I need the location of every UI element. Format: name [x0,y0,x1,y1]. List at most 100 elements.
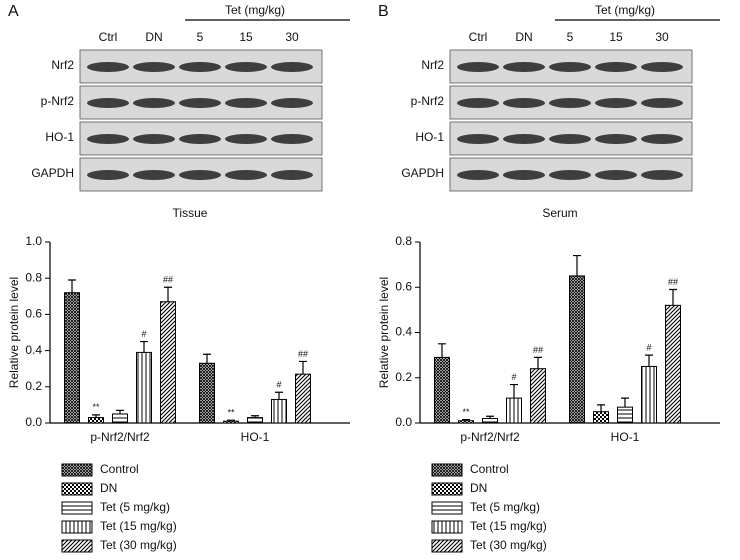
bar [223,420,239,424]
bar [593,411,609,424]
lane-label: Ctrl [469,30,488,44]
lane-label: 15 [609,30,623,44]
treatment-label: Tet (mg/kg) [225,3,285,17]
significance: ** [462,407,470,417]
y-tick-label: 0.4 [395,325,412,339]
error-bar [275,391,283,400]
error-bar [510,383,518,399]
blot-band [225,98,267,108]
bar [434,356,450,424]
blot-band [503,62,545,72]
significance: ## [163,275,173,285]
error-bar [573,254,581,276]
blot-band [271,62,313,72]
significance: ** [227,408,235,418]
blot-band [225,62,267,72]
significance: # [511,372,516,382]
legend-label: Control [470,462,509,476]
legend-swatch [61,539,93,553]
significance: # [646,343,651,353]
y-tick-label: 0.6 [25,307,42,321]
error-bar [645,354,653,367]
legend-swatch [61,501,93,515]
significance: ** [92,402,100,412]
lane-label: 30 [655,30,669,44]
bar [112,413,128,424]
blot-band [87,170,129,180]
legend-swatch [431,463,463,477]
significance: # [141,329,146,339]
error-bar [669,288,677,306]
y-axis-label: Relative protein level [377,277,391,388]
bar [617,406,633,424]
legend-label: Tet (30 mg/kg) [470,538,547,552]
error-bar [438,343,446,358]
legend-label: Tet (5 mg/kg) [470,500,540,514]
blot-band [87,134,129,144]
bar [295,373,311,424]
significance: # [276,380,281,390]
row-label: GAPDH [401,166,444,180]
blot-band [549,62,591,72]
blot-band [179,170,221,180]
error-bar [597,404,605,412]
bar [665,304,681,424]
legend-swatch [431,501,463,515]
blot-band [179,134,221,144]
row-label: p-Nrf2 [411,94,445,108]
error-bar [116,409,124,414]
bar [271,398,287,424]
row-label: HO-1 [45,130,74,144]
lane-label: 5 [197,30,204,44]
bar [160,301,176,424]
error-bar [203,353,211,364]
legend-swatch [61,520,93,534]
error-bar [227,419,235,422]
row-label: Nrf2 [51,58,74,72]
y-tick-label: 0.8 [395,234,412,248]
bar [482,417,498,424]
error-bar [164,286,172,302]
treatment-label: Tet (mg/kg) [595,3,655,17]
blot-band [87,62,129,72]
blot-band [595,134,637,144]
error-bar [299,360,307,375]
y-tick-label: 0.4 [25,343,42,357]
legend-swatch [61,482,93,496]
blot-band [641,62,683,72]
blot-caption: Tissue [173,206,208,220]
y-tick-label: 0.0 [25,415,42,429]
bar [569,275,585,424]
blot-band [271,134,313,144]
y-axis-label: Relative protein level [7,277,21,388]
bar [88,417,104,424]
error-bar [534,356,542,369]
blot-band [225,170,267,180]
legend-label: Control [100,462,139,476]
y-tick-label: 0.0 [395,415,412,429]
row-label: GAPDH [31,166,74,180]
x-tick-label: HO-1 [241,430,270,444]
y-tick-label: 0.8 [25,270,42,284]
blot-band [133,170,175,180]
bar [247,417,263,424]
blot-band [133,98,175,108]
error-bar [462,419,470,421]
error-bar [486,415,494,419]
row-label: HO-1 [415,130,444,144]
bar [136,351,152,424]
blot-band [133,134,175,144]
blot-band [179,62,221,72]
bar [641,365,657,424]
legend-label: DN [100,481,117,495]
blot-band [595,170,637,180]
bar [506,397,522,424]
blot-band [271,170,313,180]
lane-label: DN [145,30,162,44]
y-tick-label: 1.0 [25,234,42,248]
blot-band [179,98,221,108]
lane-label: 5 [567,30,574,44]
blot-band [549,98,591,108]
lane-label: DN [515,30,532,44]
